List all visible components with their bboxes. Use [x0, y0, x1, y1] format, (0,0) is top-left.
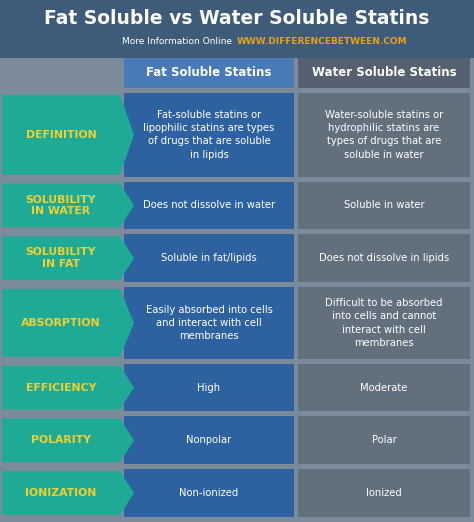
Text: Non-ionized: Non-ionized	[179, 488, 238, 498]
Text: More Information Online: More Information Online	[122, 38, 235, 46]
Text: Water-soluble statins or
hydrophilic statins are
types of drugs that are
soluble: Water-soluble statins or hydrophilic sta…	[325, 110, 443, 160]
Polygon shape	[2, 419, 134, 462]
FancyBboxPatch shape	[124, 93, 294, 176]
Polygon shape	[2, 471, 134, 515]
Text: High: High	[198, 383, 220, 393]
Text: Easily absorbed into cells
and interact with cell
membranes: Easily absorbed into cells and interact …	[146, 305, 273, 341]
Text: Soluble in fat/lipids: Soluble in fat/lipids	[161, 253, 257, 263]
Text: Fat Soluble Statins: Fat Soluble Statins	[146, 66, 272, 79]
FancyBboxPatch shape	[298, 469, 470, 517]
Text: Fat Soluble vs Water Soluble Statins: Fat Soluble vs Water Soluble Statins	[44, 8, 430, 28]
Text: Nonpolar: Nonpolar	[186, 435, 232, 445]
Text: Difficult to be absorbed
into cells and cannot
interact with cell
membranes: Difficult to be absorbed into cells and …	[325, 298, 443, 348]
Text: SOLUBILITY
IN FAT: SOLUBILITY IN FAT	[26, 247, 96, 269]
FancyBboxPatch shape	[298, 58, 470, 88]
Text: Does not dissolve in water: Does not dissolve in water	[143, 200, 275, 210]
FancyBboxPatch shape	[298, 287, 470, 359]
FancyBboxPatch shape	[124, 364, 294, 411]
Text: Does not dissolve in lipids: Does not dissolve in lipids	[319, 253, 449, 263]
Text: Polar: Polar	[372, 435, 396, 445]
Polygon shape	[2, 95, 134, 174]
FancyBboxPatch shape	[124, 58, 294, 88]
Polygon shape	[2, 366, 134, 409]
Text: DEFINITION: DEFINITION	[26, 130, 96, 140]
Text: Ionized: Ionized	[366, 488, 402, 498]
Text: Water Soluble Statins: Water Soluble Statins	[312, 66, 456, 79]
FancyBboxPatch shape	[124, 234, 294, 282]
Text: POLARITY: POLARITY	[31, 435, 91, 445]
Text: EFFICIENCY: EFFICIENCY	[26, 383, 96, 393]
Text: Fat-soluble statins or
lipophilic statins are types
of drugs that are soluble
in: Fat-soluble statins or lipophilic statin…	[143, 110, 274, 160]
Text: WWW.DIFFERENCEBETWEEN.COM: WWW.DIFFERENCEBETWEEN.COM	[237, 38, 408, 46]
Text: SOLUBILITY
IN WATER: SOLUBILITY IN WATER	[26, 195, 96, 216]
Text: Soluble in water: Soluble in water	[344, 200, 424, 210]
FancyBboxPatch shape	[124, 182, 294, 229]
Polygon shape	[2, 184, 134, 228]
FancyBboxPatch shape	[298, 93, 470, 176]
Polygon shape	[2, 236, 134, 280]
FancyBboxPatch shape	[124, 287, 294, 359]
FancyBboxPatch shape	[298, 364, 470, 411]
Text: ABSORPTION: ABSORPTION	[21, 318, 101, 328]
FancyBboxPatch shape	[298, 182, 470, 229]
Polygon shape	[2, 289, 134, 357]
FancyBboxPatch shape	[298, 234, 470, 282]
FancyBboxPatch shape	[0, 0, 474, 58]
FancyBboxPatch shape	[124, 417, 294, 464]
FancyBboxPatch shape	[298, 417, 470, 464]
FancyBboxPatch shape	[124, 469, 294, 517]
Text: Moderate: Moderate	[360, 383, 408, 393]
Text: IONIZATION: IONIZATION	[25, 488, 97, 498]
